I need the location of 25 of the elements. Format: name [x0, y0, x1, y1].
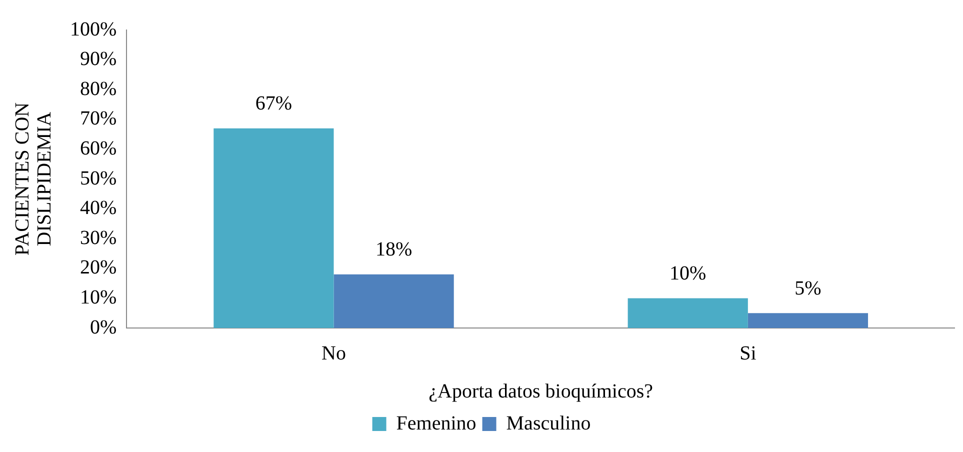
legend-label: Femenino — [396, 412, 476, 434]
bar — [334, 274, 454, 328]
bar — [748, 313, 868, 328]
data-label: 10% — [670, 262, 706, 284]
bar — [214, 128, 334, 328]
y-tick-label: 40% — [80, 197, 117, 220]
y-tick-label: 90% — [80, 48, 117, 70]
y-tick-label: 80% — [80, 78, 117, 100]
x-tick-label: Si — [740, 342, 757, 364]
y-tick-label: 50% — [80, 167, 117, 190]
y-tick-label: 100% — [70, 18, 117, 40]
data-label: 18% — [375, 238, 412, 261]
data-label: 5% — [794, 277, 822, 300]
y-axis-title: PACIENTES CON DISLIPIDEMIA — [11, 102, 56, 256]
y-tick-label: 60% — [80, 137, 117, 160]
y-tick-label: 10% — [80, 286, 117, 308]
y-tick-label: 30% — [80, 226, 117, 249]
x-axis-title: ¿Aporta datos bioquímicos? — [428, 380, 654, 402]
x-tick-label: No — [322, 342, 346, 364]
y-tick-label: 0% — [90, 316, 117, 338]
legend-label: Masculino — [506, 412, 591, 434]
data-label: 67% — [255, 92, 292, 115]
y-tick-label: 20% — [80, 256, 117, 279]
y-tick-label: 70% — [80, 108, 117, 130]
bar — [628, 298, 748, 328]
